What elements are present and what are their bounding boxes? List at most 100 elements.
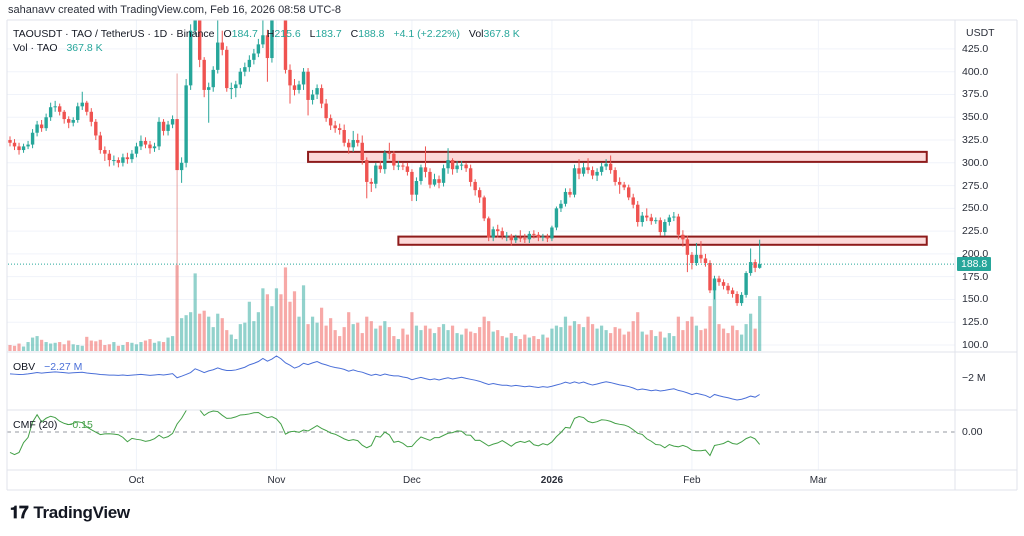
volume-bar: [721, 328, 726, 351]
obv-legend[interactable]: OBV −2.27 M: [13, 361, 82, 373]
volume-bar: [708, 306, 712, 351]
candle-body: [617, 181, 622, 185]
candle-body: [676, 216, 681, 235]
candle-body: [17, 146, 21, 151]
candle-body: [536, 234, 541, 238]
volume-bar: [44, 342, 48, 351]
candle-body: [238, 71, 243, 85]
candle-body: [401, 165, 405, 167]
candle-body: [130, 153, 134, 160]
volume-bar: [202, 310, 206, 351]
candle-body: [645, 215, 649, 218]
candle-body: [134, 146, 139, 154]
volume-bar: [649, 330, 653, 351]
volume-bar: [12, 345, 17, 351]
tradingview-logo[interactable]: 𝟏𝟕 TradingView: [10, 503, 130, 523]
volume-bar: [482, 316, 486, 351]
volume-bar: [189, 312, 193, 351]
obv-label: OBV: [13, 361, 36, 373]
candle-body: [654, 220, 658, 222]
currency-label[interactable]: USDT: [966, 27, 995, 39]
candle-body: [243, 67, 247, 72]
volume-bar: [238, 324, 242, 351]
candle-body: [85, 102, 89, 112]
candle-body: [496, 229, 500, 232]
volume-bar: [112, 342, 116, 351]
volume-bar: [640, 331, 644, 351]
volume-bar: [487, 321, 491, 351]
candle-body: [292, 85, 297, 90]
price-tick: 250.0: [962, 202, 989, 215]
volume-bar: [243, 322, 247, 351]
volume-bar: [523, 334, 527, 351]
symbol-legend[interactable]: TAOUSDT · TAO / TetherUS · 1D · Binance …: [13, 28, 520, 40]
candle-body: [188, 30, 193, 86]
volume-bar: [387, 327, 391, 351]
volume-bar: [139, 342, 143, 351]
candle-body: [608, 163, 613, 171]
candle-body: [62, 111, 66, 120]
candle-body: [107, 153, 112, 161]
volume-bar: [256, 312, 260, 351]
candle-body: [690, 254, 694, 264]
candle-body: [315, 88, 319, 95]
volume-bar: [130, 342, 134, 351]
volume-bar: [410, 312, 414, 351]
volume-bar: [351, 324, 355, 351]
volume-bar: [148, 339, 152, 351]
volume-bar: [599, 325, 604, 351]
volume-bar: [685, 321, 689, 351]
volume-bar: [405, 334, 410, 351]
volume-bar: [392, 336, 396, 351]
candle-body: [586, 167, 590, 171]
candle-body: [541, 236, 545, 238]
close-value: 188.8: [358, 28, 385, 40]
volume-bar: [378, 325, 382, 351]
candle-body: [523, 238, 527, 240]
volume-bar: [338, 336, 342, 351]
volume-bar: [545, 337, 550, 351]
volume-bar: [663, 337, 667, 351]
volume-legend[interactable]: Vol · TAO 367.8 K: [13, 42, 103, 54]
price-tick: 275.0: [962, 179, 989, 192]
candle-body: [509, 235, 513, 241]
volume-bar: [609, 333, 613, 351]
candle-body: [477, 190, 482, 198]
cmf-legend[interactable]: CMF (20) −0.15: [13, 419, 93, 431]
volume-bar: [478, 327, 482, 351]
candle-body: [270, 20, 274, 59]
candle-body: [590, 170, 595, 176]
candle-body: [636, 204, 640, 223]
volume-bar: [211, 327, 215, 351]
support-resistance-zone: [307, 150, 928, 163]
volume-bar: [581, 327, 586, 351]
volume-bar: [40, 339, 44, 351]
candle-body: [301, 71, 306, 85]
candle-body: [554, 208, 559, 228]
candle-body: [708, 263, 712, 291]
volume-bar: [261, 288, 265, 351]
candle-body: [125, 157, 130, 160]
price-tick: 350.0: [962, 111, 989, 124]
volume-bar: [80, 345, 84, 351]
candle-body: [202, 59, 206, 90]
candle-body: [44, 117, 48, 129]
volume-bar: [550, 328, 554, 351]
volume-bar: [89, 340, 93, 351]
volume-bar: [98, 339, 102, 351]
candle-body: [53, 106, 57, 108]
candle-body: [383, 152, 387, 170]
volume-bar: [613, 327, 617, 351]
volume-bar: [627, 331, 631, 351]
volume-bar: [121, 345, 125, 351]
volume-bar: [749, 313, 753, 351]
candle-body: [744, 273, 748, 295]
candle-body: [175, 119, 179, 171]
price-tick: 175.0: [962, 270, 989, 283]
candle-body: [220, 42, 224, 50]
volume-bar: [536, 339, 540, 351]
candle-body: [446, 160, 450, 169]
volume-bar: [71, 344, 75, 351]
open-label: O: [223, 28, 232, 40]
